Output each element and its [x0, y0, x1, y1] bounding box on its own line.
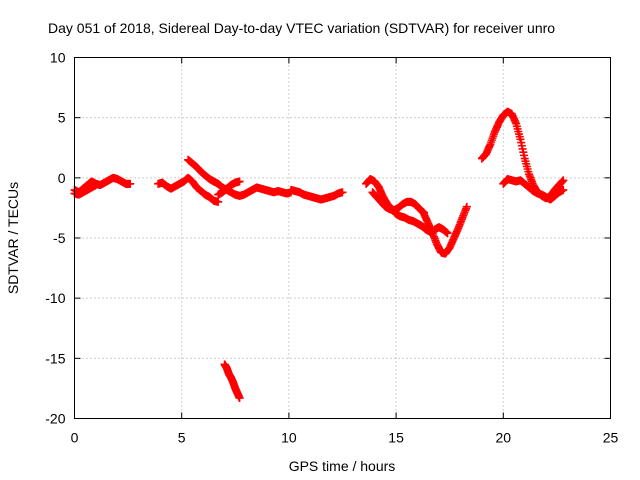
- axis-ticks: 0 5 10 15 20 25 -20 -15 -10 -5 0 5 10: [45, 50, 618, 446]
- data-point: [559, 185, 568, 194]
- data-point: [338, 188, 347, 197]
- y-tick-label: -5: [53, 230, 66, 246]
- x-tick-label: 20: [496, 430, 512, 446]
- y-axis-label: SDTVAR / TECUs: [5, 182, 21, 294]
- x-axis-label: GPS time / hours: [289, 458, 396, 474]
- data-point: [462, 202, 471, 211]
- y-tick-label: 0: [58, 170, 66, 186]
- y-tick-label: -15: [45, 350, 65, 366]
- chart-title: Day 051 of 2018, Sidereal Day-to-day VTE…: [48, 20, 555, 36]
- y-tick-label: -10: [45, 290, 65, 306]
- data-point: [559, 176, 568, 185]
- x-tick-label: 10: [281, 430, 297, 446]
- y-tick-label: 5: [58, 110, 66, 126]
- data-series-sdtvar: [70, 107, 568, 403]
- data-point: [91, 181, 100, 190]
- data-point: [235, 394, 244, 403]
- x-tick-label: 25: [603, 430, 619, 446]
- y-tick-label: 10: [50, 50, 66, 66]
- data-point: [126, 179, 135, 188]
- x-tick-label: 0: [71, 430, 79, 446]
- x-tick-label: 5: [178, 430, 186, 446]
- data-point: [443, 229, 452, 238]
- x-tick-label: 15: [388, 430, 404, 446]
- data-point: [235, 177, 244, 186]
- data-point: [214, 197, 223, 206]
- y-tick-label: -20: [45, 411, 65, 427]
